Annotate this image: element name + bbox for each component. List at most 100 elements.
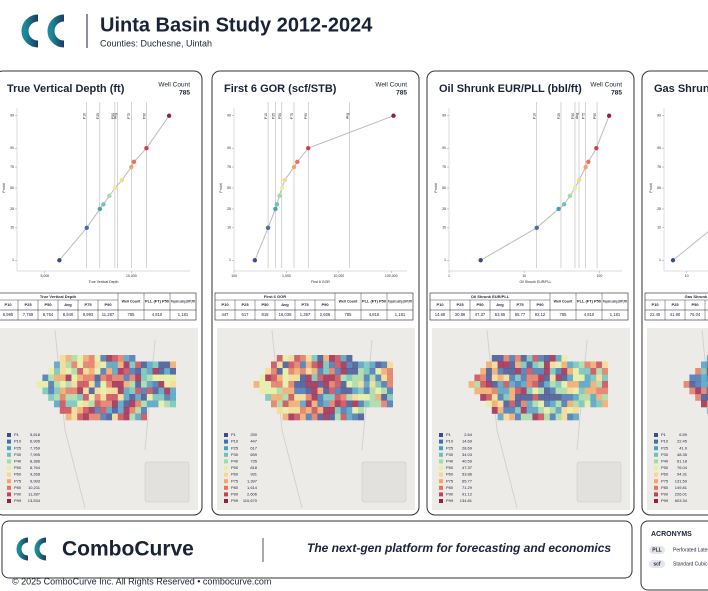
table xyxy=(644,292,708,321)
map-cell xyxy=(94,400,101,408)
y-tick-label: 50 xyxy=(10,186,14,190)
map-cell xyxy=(567,368,574,375)
map-cell xyxy=(329,387,335,395)
map-cell xyxy=(520,355,527,362)
table-cell: 4,810 xyxy=(369,312,380,317)
map-cell xyxy=(123,413,130,421)
map-cell xyxy=(158,361,165,369)
map-cell xyxy=(701,381,707,388)
map-cell xyxy=(323,374,330,382)
map-cell xyxy=(117,407,124,414)
legend-swatch xyxy=(439,485,443,490)
reference-label: P90 xyxy=(304,113,308,119)
map-cell xyxy=(135,368,142,375)
map-cell xyxy=(561,394,568,401)
map-cell xyxy=(555,361,562,369)
map-cell xyxy=(555,381,562,388)
table-header: P10 xyxy=(4,302,12,307)
table-group-header: Oil Shrunk EUR/PLL xyxy=(471,294,510,299)
map-cell xyxy=(117,355,124,362)
map-cell xyxy=(65,374,72,382)
point xyxy=(107,193,112,199)
table-header: Avg xyxy=(64,302,72,307)
map-cell xyxy=(88,381,95,388)
table-cell: 2,606 xyxy=(320,312,331,317)
map-cell xyxy=(358,407,364,414)
map-cell xyxy=(526,407,533,414)
point xyxy=(252,258,258,263)
map-cell xyxy=(706,407,708,414)
map-cell xyxy=(88,400,95,408)
map-cell xyxy=(88,394,95,401)
point xyxy=(291,164,297,170)
map-cell xyxy=(346,381,353,388)
map-cell xyxy=(515,368,521,375)
legend-value: 659 xyxy=(250,452,257,457)
legend-label: P50 xyxy=(14,465,22,470)
map-cell xyxy=(584,400,591,408)
map-cell xyxy=(544,355,550,362)
map-cell xyxy=(65,361,72,369)
map-cell xyxy=(532,407,539,414)
table-header: Proppant Loading (LB/FT) P50 xyxy=(388,299,412,303)
map-cell xyxy=(329,368,335,375)
map-cell xyxy=(288,368,295,375)
table-cell: 4,810 xyxy=(584,312,595,317)
map-cell xyxy=(352,387,359,395)
subtitle: Counties: Duchesne, Uintah xyxy=(100,38,212,48)
map-cell xyxy=(555,407,562,414)
legend-value: 61.18 xyxy=(677,458,688,463)
x-tick-label: 10 xyxy=(685,274,689,278)
table-cell: 4,810 xyxy=(152,312,163,317)
map-cell xyxy=(602,361,608,369)
map-cell xyxy=(532,374,539,382)
legend-swatch xyxy=(439,446,443,451)
map-cell xyxy=(340,368,347,375)
map-cell xyxy=(596,381,603,388)
legend-swatch xyxy=(224,446,228,451)
legend-value: 91.12 xyxy=(462,491,473,496)
map-cell xyxy=(346,400,353,408)
map-cell xyxy=(474,374,481,382)
map-cell xyxy=(549,394,556,401)
map-cell xyxy=(123,355,130,362)
map-cell xyxy=(387,368,393,375)
table-header: P90 xyxy=(104,302,112,307)
map-cell xyxy=(578,387,585,395)
map-cell xyxy=(83,400,89,408)
map-cell xyxy=(515,387,521,395)
map-cell xyxy=(701,361,707,369)
map-cell xyxy=(288,387,295,395)
map-cell xyxy=(497,413,504,421)
map-cell xyxy=(164,400,171,408)
legend-value: 447 xyxy=(250,439,257,444)
map-cell xyxy=(265,374,272,382)
map-cell xyxy=(294,368,301,375)
map-cell xyxy=(503,381,510,388)
map-cell xyxy=(265,381,272,388)
point xyxy=(391,113,396,118)
map-cell xyxy=(123,374,130,382)
table-cell: 785 xyxy=(560,312,568,317)
map-cell xyxy=(340,394,347,401)
map-cell xyxy=(276,407,283,414)
reference-label: P25 xyxy=(557,113,561,119)
map-cell xyxy=(352,394,359,401)
table-cell: 14.68 xyxy=(435,312,446,317)
map-cell xyxy=(363,400,370,408)
table-header: P50 xyxy=(476,302,484,307)
map-cell xyxy=(71,361,78,369)
map-cell xyxy=(538,381,545,388)
map-cell xyxy=(363,381,370,388)
map-cell xyxy=(276,394,283,401)
map-cell xyxy=(271,374,277,382)
map-cell xyxy=(48,374,55,382)
map-cell xyxy=(83,387,89,395)
legend-swatch xyxy=(654,472,658,477)
legend-label: P30 xyxy=(446,452,454,457)
map-cell xyxy=(538,387,545,395)
map-cell xyxy=(135,381,142,388)
table-header: P75 xyxy=(516,302,524,307)
legend-swatch xyxy=(224,439,228,444)
map-cell xyxy=(538,374,545,382)
